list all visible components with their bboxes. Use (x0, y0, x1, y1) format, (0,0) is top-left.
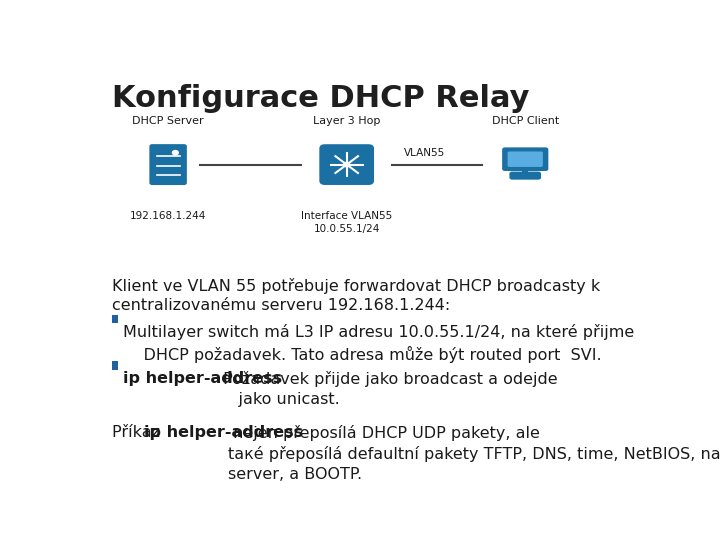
Text: ip helper-address: ip helper-address (124, 371, 283, 386)
FancyBboxPatch shape (320, 144, 374, 185)
FancyBboxPatch shape (522, 168, 528, 174)
Text: Layer 3 Hop: Layer 3 Hop (313, 116, 380, 126)
Text: ip helper-address: ip helper-address (143, 425, 302, 440)
Text: Multilayer switch má L3 IP adresu 10.0.55.1/24, na které přijme
    DHCP požadav: Multilayer switch má L3 IP adresu 10.0.5… (124, 324, 635, 363)
FancyBboxPatch shape (502, 147, 549, 171)
Text: DHCP Client: DHCP Client (492, 116, 559, 126)
FancyBboxPatch shape (509, 172, 541, 180)
Text: VLAN55: VLAN55 (404, 148, 446, 158)
Text: 192.168.1.244: 192.168.1.244 (130, 211, 207, 221)
FancyBboxPatch shape (508, 151, 543, 167)
Text: Interface VLAN55
10.0.55.1/24: Interface VLAN55 10.0.55.1/24 (301, 211, 392, 234)
Text: DHCP Server: DHCP Server (132, 116, 204, 126)
Text: Požadavek přijde jako broadcast a odejde
    jako unicast.: Požadavek přijde jako broadcast a odejde… (218, 371, 558, 407)
Circle shape (343, 163, 350, 167)
Text: nejen přeposílá DHCP UDP pakety, ale
tакé přeposílá defaultní pakety TFTP, DNS, : nejen přeposílá DHCP UDP pakety, ale tак… (228, 425, 720, 482)
Circle shape (173, 151, 179, 155)
FancyBboxPatch shape (112, 361, 119, 369)
Text: Příkaz: Příkaz (112, 425, 166, 440)
FancyBboxPatch shape (149, 144, 187, 185)
Text: Konfigurace DHCP Relay: Konfigurace DHCP Relay (112, 84, 530, 112)
FancyBboxPatch shape (112, 315, 119, 323)
Text: Klient ve VLAN 55 potřebuje forwardovat DHCP broadcasty k
centralizovanému serve: Klient ve VLAN 55 potřebuje forwardovat … (112, 278, 600, 314)
